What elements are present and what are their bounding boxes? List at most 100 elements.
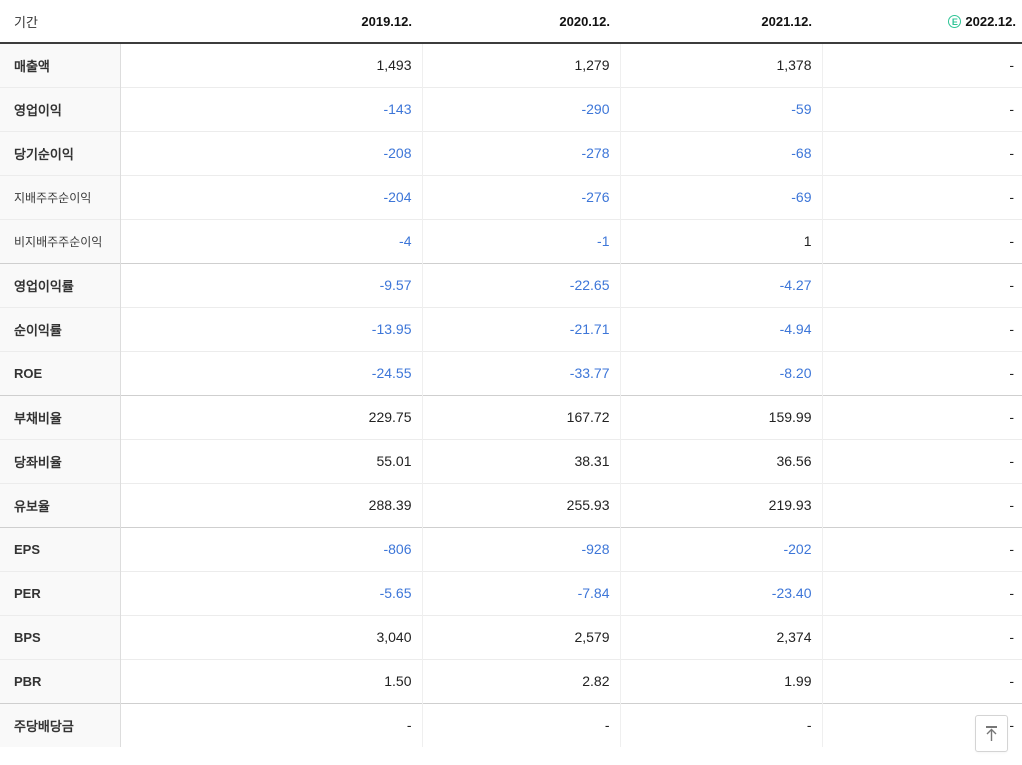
column-header-2021: 2021.12. <box>620 0 822 44</box>
row-label: EPS <box>0 527 121 571</box>
cell-value: 219.93 <box>619 483 822 527</box>
cell-value: -13.95 <box>371 321 412 337</box>
cell-value: -21.71 <box>421 307 620 351</box>
cell-value: - <box>821 175 1022 219</box>
row-label: 당기순이익 <box>0 131 121 175</box>
cell-value: - <box>821 571 1022 615</box>
cell-value: 1,493 <box>376 57 412 74</box>
row-label: 주당배당금 <box>0 703 121 747</box>
table-row: 순이익률 -13.95 -21.71 -4.94- <box>0 307 1022 351</box>
cell-value: -69 <box>619 175 822 219</box>
table-row: PER -5.65 -7.84 -23.40- <box>0 571 1022 615</box>
cell-value: 2,579 <box>421 615 620 659</box>
table-row: EPS -806 -928 -202- <box>0 527 1022 571</box>
cell-value: -143 <box>383 101 412 117</box>
cell-value: 1,279 <box>421 43 620 87</box>
cell-value: -59 <box>619 87 822 131</box>
table-row: 영업이익률 -9.57 -22.65 -4.27- <box>0 263 1022 307</box>
column-header-2020: 2020.12. <box>422 0 620 44</box>
cell-value: -23.40 <box>619 571 822 615</box>
cell-value: 36.56 <box>619 439 822 483</box>
table-row: BPS 3,040 2,579 2,374- <box>0 615 1022 659</box>
row-label: 비지배주주순이익 <box>0 219 121 263</box>
cell-value: -1 <box>421 219 620 263</box>
cell-value: - <box>821 439 1022 483</box>
cell-value: 1.50 <box>384 673 412 689</box>
cell-value: - <box>619 703 822 747</box>
cell-value: - <box>821 263 1022 307</box>
cell-value: -806 <box>383 541 412 557</box>
cell-value: -22.65 <box>421 263 620 307</box>
cell-value: -202 <box>619 527 822 571</box>
column-header-2019: 2019.12. <box>120 0 422 44</box>
cell-value: - <box>821 615 1022 659</box>
cell-value: 1 <box>619 219 822 263</box>
financial-metrics-table: 기간 2019.12. 2020.12. 2021.12. E 2022.12. … <box>0 0 1022 747</box>
row-label: PER <box>0 571 121 615</box>
table-row: 유보율 288.39 255.93 219.93- <box>0 483 1022 527</box>
row-label: ROE <box>0 351 121 395</box>
table-row: 비지배주주순이익 -4 -1 1- <box>0 219 1022 263</box>
cell-value: - <box>821 351 1022 395</box>
arrow-to-top-icon <box>984 725 999 742</box>
table-row: 당기순이익 -208 -278 -68- <box>0 131 1022 175</box>
scroll-to-top-button[interactable] <box>975 715 1008 752</box>
cell-value: 159.99 <box>619 395 822 439</box>
cell-value: -9.57 <box>379 277 412 293</box>
cell-value: -276 <box>421 175 620 219</box>
cell-value: -33.77 <box>421 351 620 395</box>
row-label: 유보율 <box>0 483 121 527</box>
cell-value: -278 <box>421 131 620 175</box>
table-row: 주당배당금 - - - - <box>0 703 1022 747</box>
row-label: 부채비율 <box>0 395 121 439</box>
table-header-row: 기간 2019.12. 2020.12. 2021.12. E 2022.12. <box>0 0 1022 44</box>
table-row: 당좌비율 55.01 38.31 36.56- <box>0 439 1022 483</box>
cell-value: -928 <box>421 527 620 571</box>
cell-value: - <box>821 131 1022 175</box>
cell-value: 2.82 <box>421 659 620 703</box>
row-label: PBR <box>0 659 121 703</box>
column-header-label: 2022.12. <box>965 13 1016 29</box>
table-row: ROE -24.55 -33.77 -8.20- <box>0 351 1022 395</box>
table-row: PBR 1.50 2.82 1.99- <box>0 659 1022 703</box>
cell-value: -24.55 <box>371 365 412 381</box>
cell-value: -7.84 <box>421 571 620 615</box>
cell-value: - <box>821 307 1022 351</box>
cell-value: - <box>821 87 1022 131</box>
cell-value: -208 <box>383 145 412 161</box>
cell-value: - <box>821 483 1022 527</box>
row-label: 영업이익 <box>0 87 121 131</box>
cell-value: - <box>421 703 620 747</box>
cell-value: -204 <box>383 189 412 205</box>
cell-value: -4 <box>399 233 412 249</box>
period-column-header: 기간 <box>0 0 120 44</box>
cell-value: - <box>821 527 1022 571</box>
row-label: 순이익률 <box>0 307 121 351</box>
cell-value: - <box>821 659 1022 703</box>
financial-table-body: 매출액 1,493 1,279 1,378- 영업이익 -143 -290 -59- 당기순이익… <box>0 43 1022 747</box>
row-label: 영업이익률 <box>0 263 121 307</box>
table-row: 부채비율 229.75 167.72 159.99- <box>0 395 1022 439</box>
cell-value: - <box>821 43 1022 87</box>
cell-value: 55.01 <box>376 453 412 469</box>
cell-value: 255.93 <box>421 483 620 527</box>
cell-value: 229.75 <box>368 409 412 425</box>
table-row: 지배주주순이익 -204 -276 -69- <box>0 175 1022 219</box>
cell-value: 3,040 <box>376 629 412 645</box>
cell-value: -4.27 <box>619 263 822 307</box>
row-label: 지배주주순이익 <box>0 175 121 219</box>
cell-value: -290 <box>421 87 620 131</box>
cell-value: 2,374 <box>619 615 822 659</box>
cell-value: - <box>821 219 1022 263</box>
cell-value: - <box>406 717 412 734</box>
cell-value: 1,378 <box>619 43 822 87</box>
table-row: 영업이익 -143 -290 -59- <box>0 87 1022 131</box>
row-label: 매출액 <box>0 43 121 87</box>
cell-value: -4.94 <box>619 307 822 351</box>
cell-value: 1.99 <box>619 659 822 703</box>
table-row: 매출액 1,493 1,279 1,378- <box>0 43 1022 87</box>
column-header-2022-estimate: E 2022.12. <box>822 0 1022 44</box>
cell-value: 288.39 <box>368 497 412 513</box>
cell-value: - <box>821 395 1022 439</box>
cell-value: 167.72 <box>421 395 620 439</box>
